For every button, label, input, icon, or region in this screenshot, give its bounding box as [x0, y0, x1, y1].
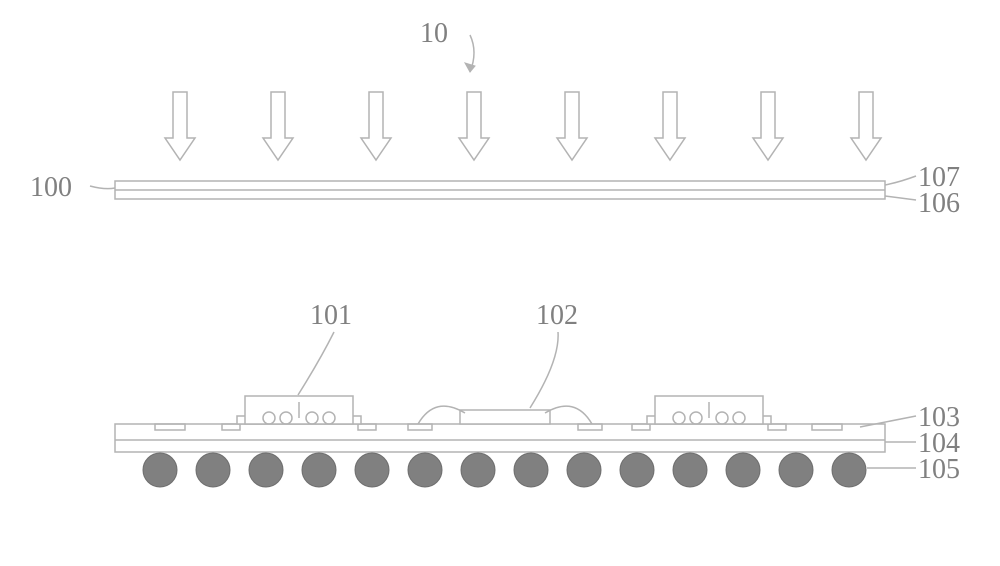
- ref-100: 100: [30, 172, 72, 204]
- ref-101: 101: [310, 300, 352, 332]
- down-arrow-icon: [557, 92, 587, 160]
- ref-106: 106: [918, 188, 960, 220]
- technical-diagram: [0, 0, 1000, 566]
- down-arrow-icon: [361, 92, 391, 160]
- down-arrow-icon: [459, 92, 489, 160]
- down-arrow-icon: [263, 92, 293, 160]
- down-arrow-icon: [753, 92, 783, 160]
- ref-10: 10: [420, 18, 448, 50]
- down-arrow-icon: [165, 92, 195, 160]
- down-arrow-icon: [655, 92, 685, 160]
- ref-105: 105: [918, 454, 960, 486]
- ref-102: 102: [536, 300, 578, 332]
- down-arrow-icon: [851, 92, 881, 160]
